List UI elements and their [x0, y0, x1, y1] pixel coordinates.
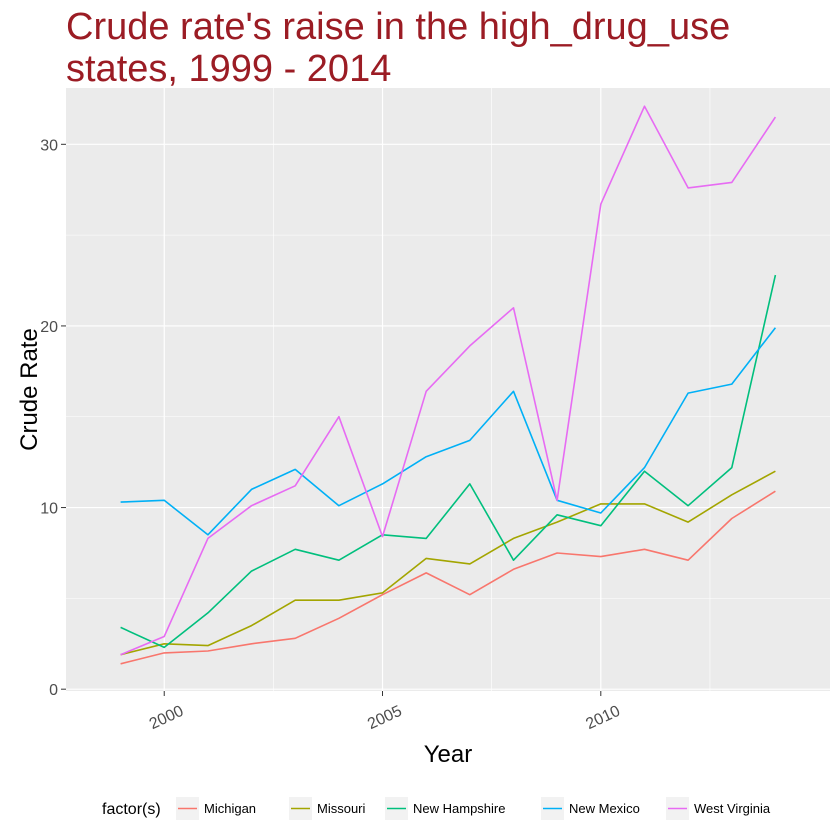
legend-title: factor(s) — [102, 801, 161, 818]
legend-label-new-mexico: New Mexico — [569, 801, 640, 816]
major-gridlines — [66, 88, 830, 691]
axis-ticks — [61, 143, 602, 696]
legend-label-michigan: Michigan — [204, 801, 256, 816]
legend-label-missouri: Missouri — [317, 801, 366, 816]
x-tick-label: 2000 — [147, 703, 187, 733]
series-line-michigan — [120, 490, 776, 665]
series-line-new-mexico — [120, 327, 777, 536]
y-tick-label: 30 — [40, 137, 58, 154]
legend-label-west-virginia: West Virginia — [694, 801, 771, 816]
x-tick-label: 2010 — [583, 703, 623, 733]
legend-label-new-hampshire: New Hampshire — [413, 801, 505, 816]
series-lines — [120, 105, 777, 665]
x-axis-title: Year — [424, 741, 473, 768]
legend: factor(s) Michigan Missouri New Hampshire N… — [102, 797, 771, 820]
y-tick-label: 0 — [49, 682, 58, 699]
y-tick-label: 20 — [40, 319, 58, 336]
series-line-west-virginia — [120, 105, 777, 656]
series-line-missouri — [120, 470, 776, 656]
series-line-new-hampshire — [120, 274, 777, 649]
y-tick-label: 10 — [40, 501, 58, 518]
minor-gridlines — [66, 88, 830, 691]
y-axis-title: Crude Rate — [16, 328, 43, 451]
x-tick-label: 2005 — [365, 703, 405, 733]
chart-title: Crude rate's raise in the high_drug_use … — [66, 6, 731, 90]
